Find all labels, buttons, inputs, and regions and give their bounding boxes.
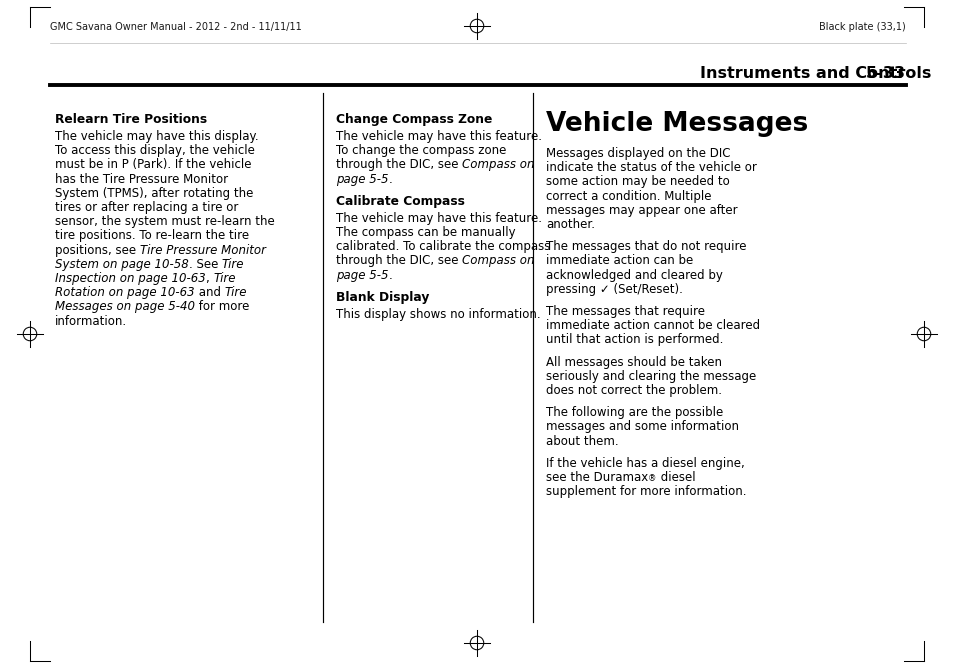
- Text: immediate action cannot be cleared: immediate action cannot be cleared: [545, 319, 760, 332]
- Text: Rotation on page 10-63: Rotation on page 10-63: [55, 286, 194, 299]
- Text: for more: for more: [194, 301, 249, 313]
- Text: All messages should be taken: All messages should be taken: [545, 355, 721, 369]
- Text: The vehicle may have this display.: The vehicle may have this display.: [55, 130, 258, 143]
- Text: another.: another.: [545, 218, 595, 231]
- Text: supplement for more information.: supplement for more information.: [545, 485, 745, 498]
- Text: Messages on page 5-40: Messages on page 5-40: [55, 301, 194, 313]
- Text: through the DIC, see: through the DIC, see: [335, 255, 462, 267]
- Text: page 5-5: page 5-5: [335, 269, 388, 282]
- Text: Tire: Tire: [213, 272, 235, 285]
- Text: The following are the possible: The following are the possible: [545, 406, 722, 420]
- Text: Inspection on page 10-63: Inspection on page 10-63: [55, 272, 206, 285]
- Text: The vehicle may have this feature.: The vehicle may have this feature.: [335, 130, 541, 143]
- Text: System on page 10-58: System on page 10-58: [55, 258, 189, 271]
- Text: some action may be needed to: some action may be needed to: [545, 176, 729, 188]
- Text: tire positions. To re-learn the tire: tire positions. To re-learn the tire: [55, 229, 249, 242]
- Text: immediate action can be: immediate action can be: [545, 255, 693, 267]
- Text: Messages displayed on the DIC: Messages displayed on the DIC: [545, 147, 730, 160]
- Text: information.: information.: [55, 315, 127, 327]
- Text: messages and some information: messages and some information: [545, 420, 739, 434]
- Text: seriously and clearing the message: seriously and clearing the message: [545, 370, 756, 383]
- Text: ,: ,: [206, 272, 213, 285]
- Text: and: and: [194, 286, 224, 299]
- Text: Black plate (33,1): Black plate (33,1): [819, 22, 905, 32]
- Text: The messages that require: The messages that require: [545, 305, 704, 318]
- Text: Compass on: Compass on: [462, 158, 535, 172]
- Text: If the vehicle has a diesel engine,: If the vehicle has a diesel engine,: [545, 457, 744, 470]
- Text: Tire Pressure Monitor: Tire Pressure Monitor: [140, 244, 266, 257]
- Text: The compass can be manually: The compass can be manually: [335, 226, 515, 239]
- Text: To access this display, the vehicle: To access this display, the vehicle: [55, 144, 254, 157]
- Text: Vehicle Messages: Vehicle Messages: [545, 111, 807, 137]
- Text: acknowledged and cleared by: acknowledged and cleared by: [545, 269, 722, 282]
- Text: pressing ✓ (Set/Reset).: pressing ✓ (Set/Reset).: [545, 283, 682, 296]
- Text: sensor, the system must re-learn the: sensor, the system must re-learn the: [55, 215, 274, 228]
- Text: Tire: Tire: [224, 286, 247, 299]
- Text: about them.: about them.: [545, 435, 618, 448]
- Text: Blank Display: Blank Display: [335, 291, 429, 304]
- Text: through the DIC, see: through the DIC, see: [335, 158, 462, 172]
- Text: GMC Savana Owner Manual - 2012 - 2nd - 11/11/11: GMC Savana Owner Manual - 2012 - 2nd - 1…: [50, 22, 301, 32]
- Text: diesel: diesel: [656, 471, 695, 484]
- Text: Tire: Tire: [222, 258, 244, 271]
- Text: messages may appear one after: messages may appear one after: [545, 204, 737, 217]
- Text: correct a condition. Multiple: correct a condition. Multiple: [545, 190, 711, 202]
- Text: This display shows no information.: This display shows no information.: [335, 308, 540, 321]
- Text: see the Duramax: see the Duramax: [545, 471, 648, 484]
- Text: . See: . See: [189, 258, 222, 271]
- Text: Relearn Tire Positions: Relearn Tire Positions: [55, 113, 207, 126]
- Text: tires or after replacing a tire or: tires or after replacing a tire or: [55, 201, 238, 214]
- Text: Compass on: Compass on: [462, 255, 535, 267]
- Text: must be in P (Park). If the vehicle: must be in P (Park). If the vehicle: [55, 158, 252, 172]
- Text: System (TPMS), after rotating the: System (TPMS), after rotating the: [55, 187, 253, 200]
- Text: has the Tire Pressure Monitor: has the Tire Pressure Monitor: [55, 172, 228, 186]
- Text: calibrated. To calibrate the compass: calibrated. To calibrate the compass: [335, 240, 550, 253]
- Text: .: .: [388, 172, 392, 186]
- Text: ®: ®: [648, 474, 656, 483]
- Text: indicate the status of the vehicle or: indicate the status of the vehicle or: [545, 161, 756, 174]
- Text: .: .: [388, 269, 392, 282]
- Text: Calibrate Compass: Calibrate Compass: [335, 195, 464, 208]
- Text: The vehicle may have this feature.: The vehicle may have this feature.: [335, 212, 541, 225]
- Text: page 5-5: page 5-5: [335, 172, 388, 186]
- Text: The messages that do not require: The messages that do not require: [545, 240, 745, 253]
- Text: Change Compass Zone: Change Compass Zone: [335, 113, 492, 126]
- Text: does not correct the problem.: does not correct the problem.: [545, 384, 721, 397]
- Text: To change the compass zone: To change the compass zone: [335, 144, 506, 157]
- Text: until that action is performed.: until that action is performed.: [545, 333, 722, 347]
- Text: Instruments and Controls: Instruments and Controls: [700, 67, 930, 81]
- Text: 5-33: 5-33: [865, 67, 905, 81]
- Text: positions, see: positions, see: [55, 244, 140, 257]
